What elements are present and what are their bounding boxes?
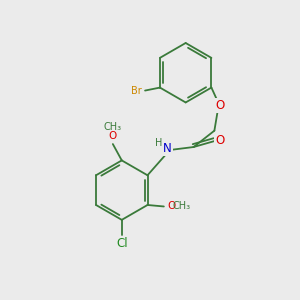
Text: O: O [216, 99, 225, 112]
Text: H: H [155, 139, 162, 148]
Text: CH₃: CH₃ [172, 202, 191, 212]
Text: Cl: Cl [116, 237, 128, 250]
Text: N: N [163, 142, 172, 155]
Text: CH₃: CH₃ [104, 122, 122, 132]
Text: Br: Br [131, 85, 142, 96]
Text: O: O [109, 131, 117, 141]
Text: O: O [215, 134, 224, 147]
Text: O: O [168, 202, 176, 212]
